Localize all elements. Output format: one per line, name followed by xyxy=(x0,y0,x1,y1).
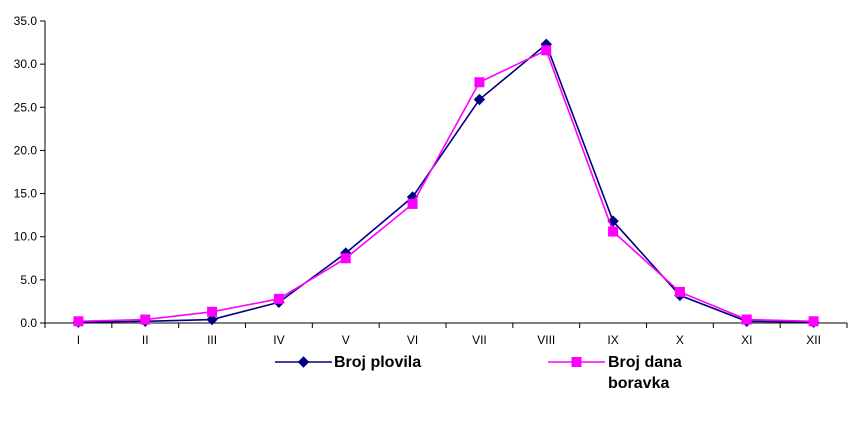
data-point xyxy=(674,286,685,297)
y-tick-label: 20.0 xyxy=(14,143,38,157)
y-tick-label: 15.0 xyxy=(14,187,38,201)
x-tick-label: XII xyxy=(806,333,821,347)
data-point xyxy=(473,93,486,106)
legend-label-line: boravka xyxy=(608,375,669,392)
y-axis: 0.0 5.0 10.0 15.0 20.0 25.0 30.0 35.0 xyxy=(14,14,46,330)
x-tick-label: VIII xyxy=(537,333,555,347)
legend-label-line: Broj dana xyxy=(608,354,682,371)
legend-label-line: Broj plovila xyxy=(334,354,421,371)
y-tick-label: 10.0 xyxy=(14,230,38,244)
x-tick-label: IV xyxy=(273,333,284,347)
x-tick-label: V xyxy=(342,333,350,347)
data-point xyxy=(407,198,418,209)
data-point xyxy=(206,313,218,326)
x-tick-label: X xyxy=(676,333,684,347)
data-point xyxy=(340,253,351,264)
data-point xyxy=(541,45,552,56)
data-point xyxy=(808,316,819,327)
y-tick-label: 25.0 xyxy=(14,100,38,114)
data-point xyxy=(474,77,485,88)
data-point xyxy=(207,306,218,317)
data-point xyxy=(73,316,84,327)
series-2 xyxy=(73,45,819,327)
data-point xyxy=(273,293,284,304)
y-tick-label: 0.0 xyxy=(20,316,37,330)
x-tick-label: VI xyxy=(407,333,418,347)
x-tick-label: III xyxy=(207,333,217,347)
data-point xyxy=(608,226,619,237)
y-tick-label: 35.0 xyxy=(14,14,38,28)
data-point xyxy=(140,314,151,325)
series-line xyxy=(78,42,814,323)
legend-item-1: Broj plovila xyxy=(275,354,421,371)
legend-marker xyxy=(571,357,582,367)
series-layer xyxy=(72,38,820,328)
x-tick-label: IX xyxy=(607,333,618,347)
legend-marker xyxy=(297,356,310,368)
legend-item-2: Broj dana boravka xyxy=(548,354,682,392)
y-tick-label: 5.0 xyxy=(20,273,37,287)
series-1 xyxy=(72,38,820,328)
legend-label: Broj plovila xyxy=(334,354,421,371)
x-tick-label: XI xyxy=(741,333,752,347)
series-line xyxy=(78,49,814,323)
data-point xyxy=(741,314,752,325)
legend-label: Broj dana boravka xyxy=(608,354,682,392)
legend: Broj plovila Broj dana boravka xyxy=(275,354,682,392)
x-tick-label: I xyxy=(77,333,80,347)
x-tick-label: VII xyxy=(472,333,487,347)
x-tick-label: II xyxy=(142,333,149,347)
x-axis: I II III IV V VI VII VIII IX X XI XII xyxy=(44,322,848,347)
y-tick-label: 30.0 xyxy=(14,57,38,71)
